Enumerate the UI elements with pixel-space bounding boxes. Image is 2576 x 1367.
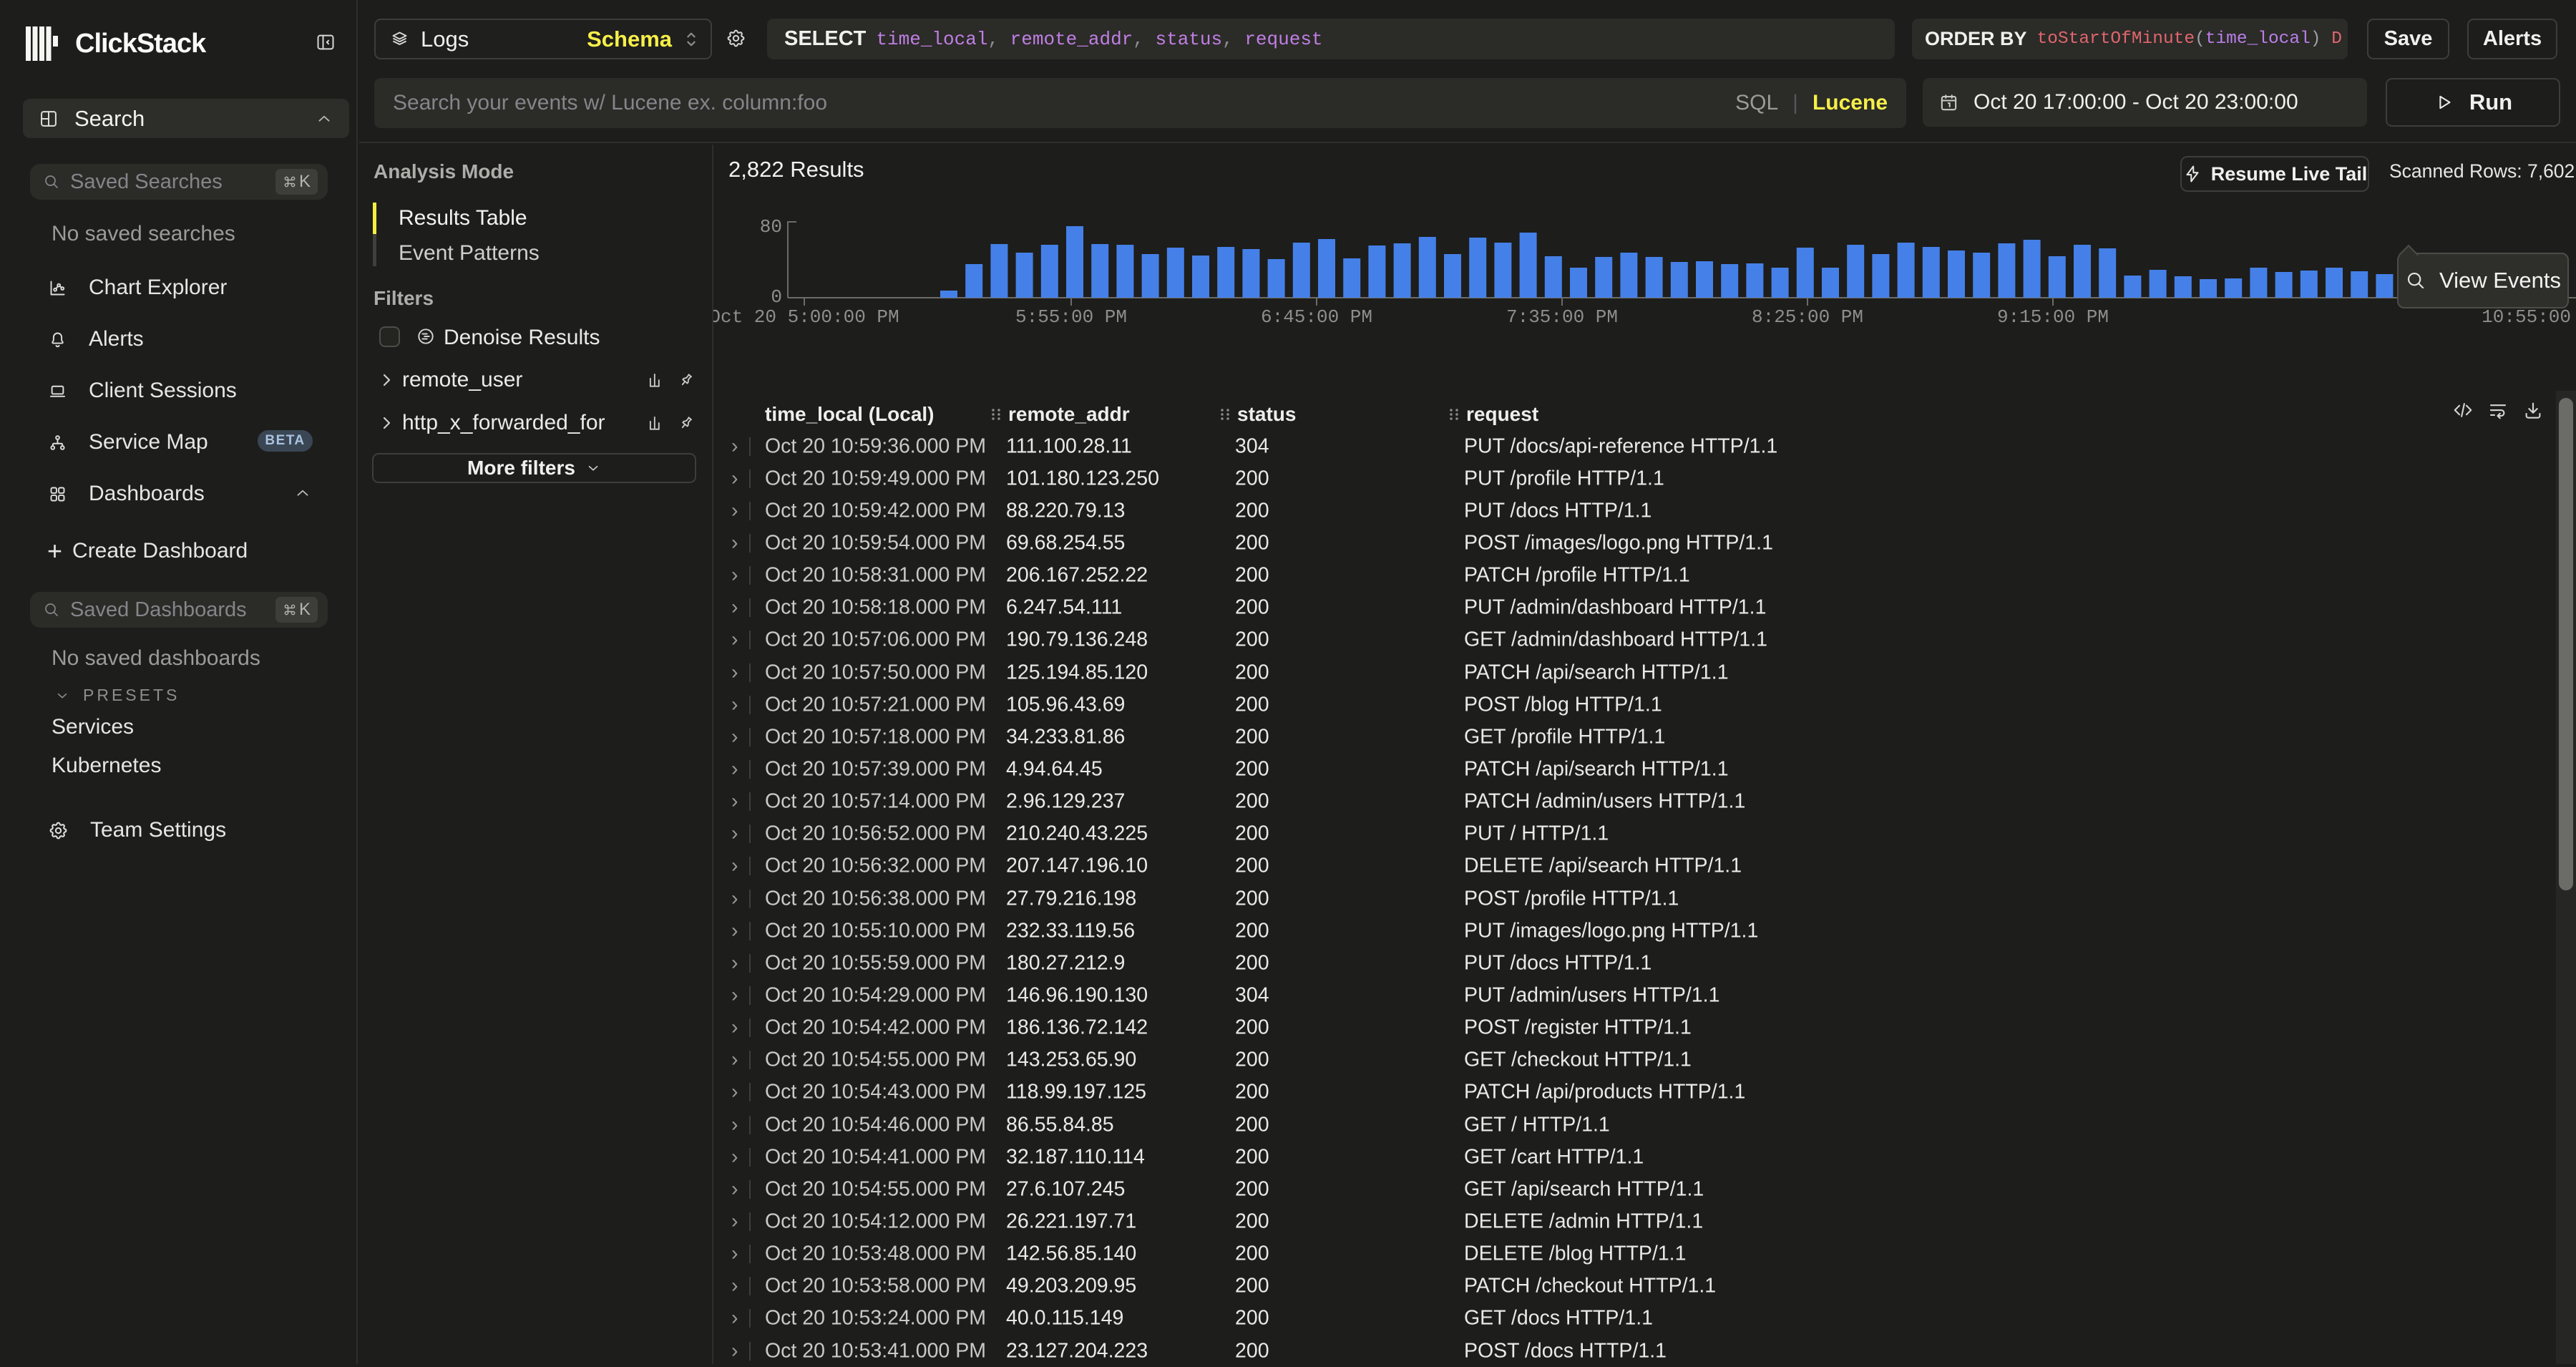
svg-text:7:35:00 PM: 7:35:00 PM	[1506, 306, 1618, 328]
svg-text:6:45:00 PM: 6:45:00 PM	[1261, 306, 1372, 328]
svg-text:0: 0	[771, 286, 782, 308]
svg-text:10:55:00 PM: 10:55:00 PM	[2482, 306, 2576, 328]
svg-text:8:25:00 PM: 8:25:00 PM	[1752, 306, 1863, 328]
svg-text:5:55:00 PM: 5:55:00 PM	[1015, 306, 1127, 328]
svg-text:80: 80	[760, 216, 782, 238]
svg-text:Oct 20 5:00:00 PM: Oct 20 5:00:00 PM	[713, 306, 899, 328]
svg-text:9:15:00 PM: 9:15:00 PM	[1997, 306, 2109, 328]
